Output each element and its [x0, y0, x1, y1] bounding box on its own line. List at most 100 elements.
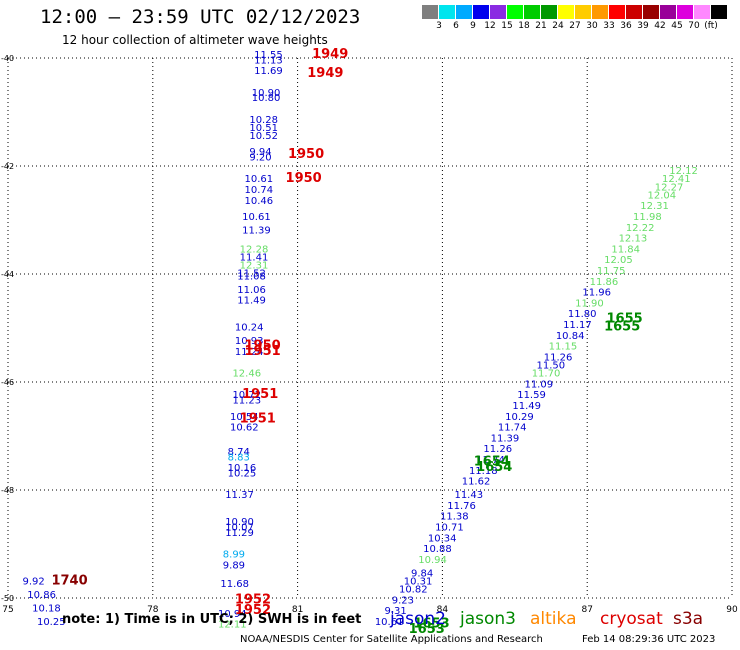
satellite-legend-item: jason3: [460, 609, 516, 629]
pass-time-label: 1951: [240, 412, 276, 427]
color-scale-swatch: [507, 5, 523, 19]
wave-height-point: 11.75: [597, 266, 626, 277]
color-scale-swatch: [643, 5, 659, 19]
satellite-legend-item: jason2: [390, 609, 446, 629]
data-marks: 11.5511.1311.6910.9010.8010.2810.5110.52…: [22, 47, 697, 637]
wave-height-point: 12.04: [648, 190, 677, 201]
color-scale-swatch: [575, 5, 591, 19]
color-scale-label: 39: [637, 21, 649, 31]
color-scale-label: 33: [603, 21, 615, 31]
pass-time-label: 1951: [242, 387, 278, 402]
wave-height-point: 10.25: [228, 469, 257, 480]
wave-height-point: 11.43: [454, 490, 483, 501]
wave-height-point: 10.93: [235, 336, 264, 347]
color-scale-label: 15: [501, 21, 513, 31]
wave-height-point: 11.06: [237, 285, 266, 296]
wave-height-point: 12.28: [240, 244, 269, 255]
color-scale-swatch: [490, 5, 506, 19]
y-tick-label: -42: [1, 162, 14, 171]
wave-height-point: 10.88: [423, 544, 452, 555]
wave-height-point: 11.52: [237, 269, 266, 280]
color-scale-swatch: [660, 5, 676, 19]
color-scale-swatch: [694, 5, 710, 19]
pass-time-label: 1655: [607, 312, 643, 327]
color-scale-swatch: [524, 5, 540, 19]
wave-height-point: 11.17: [563, 320, 592, 331]
y-tick-label: -40: [1, 54, 14, 63]
color-scale-label: 6: [453, 21, 459, 31]
satellite-legend-item: altika: [530, 609, 577, 629]
color-scale-swatch: [473, 5, 489, 19]
wave-height-point: 10.80: [252, 93, 281, 104]
wave-height-point: 12.12: [669, 166, 698, 177]
wave-height-point: 10.62: [230, 423, 259, 434]
wave-height-point: 11.09: [524, 379, 553, 390]
pass-time-label: 1951: [245, 344, 281, 359]
x-tick-label: 90: [726, 605, 738, 615]
wave-height-point: 9.92: [22, 577, 44, 588]
pass-time-label: 1950: [245, 339, 281, 354]
wave-height-point: 11.23: [232, 396, 261, 407]
x-tick-label: 78: [147, 605, 159, 615]
wave-height-point: 11.98: [633, 212, 662, 223]
color-scale-swatch: [558, 5, 574, 19]
wave-height-point: 9.89: [223, 560, 245, 571]
wave-height-point: 10.74: [245, 185, 274, 196]
color-scale-label: 3: [436, 21, 442, 31]
color-scale-swatch: [677, 5, 693, 19]
wave-height-point: 10.29: [505, 412, 534, 423]
satellite-legend-item: s3a: [673, 609, 704, 629]
wave-height-point: 10.61: [375, 617, 404, 628]
wave-height-point: 11.38: [440, 512, 469, 523]
wave-height-point: 10.90: [252, 88, 281, 99]
y-tick-label: -48: [1, 486, 14, 495]
wave-height-point: 11.96: [582, 288, 611, 299]
pass-time-label: 1952: [235, 603, 271, 618]
wave-height-point: 11.26: [483, 444, 512, 455]
grid-lines: [7, 57, 733, 599]
wave-height-point: 10.28: [249, 115, 278, 126]
x-tick-label: 81: [292, 605, 303, 615]
wave-height-point: 11.55: [254, 50, 283, 61]
color-scale-label: 21: [535, 21, 547, 31]
pass-time-label: 1653: [413, 617, 449, 632]
pass-time-label: 1654: [476, 460, 512, 475]
color-scale-swatch: [456, 5, 472, 19]
pass-time-label: 1740: [51, 574, 87, 589]
color-scale-label: 36: [620, 21, 632, 31]
wave-height-point: 10.86: [27, 590, 56, 601]
wave-height-point: 9.31: [384, 606, 406, 617]
wave-height-point: 10.18: [32, 604, 61, 615]
wave-height-point: 11.59: [517, 390, 546, 401]
wave-height-point: 11.74: [476, 455, 505, 466]
wave-height-point: 10.90: [225, 517, 254, 528]
pass-time-label: 1952: [235, 592, 271, 607]
wave-height-point: 10.25: [37, 617, 66, 628]
color-scale-label: 30: [586, 21, 598, 31]
color-scale-label: 42: [654, 21, 666, 31]
wave-height-point: 10.34: [428, 533, 457, 544]
wave-height-point: 10.54: [230, 412, 259, 423]
wave-height-point: 10.46: [245, 196, 274, 207]
wave-height-point: 10.31: [404, 577, 433, 588]
wave-height-point: 12.46: [232, 369, 261, 380]
wave-height-point: 11.13: [254, 55, 283, 66]
wave-height-point: 11.39: [242, 226, 271, 237]
color-scale-label: 18: [518, 21, 530, 31]
wave-height-point: 11.37: [225, 490, 254, 501]
x-tick-label: 87: [581, 605, 592, 615]
chart-title: 12:00 – 23:59 UTC 02/12/2023: [40, 6, 361, 28]
wave-height-point: 12.31: [640, 201, 669, 212]
footer-note: note: 1) Time is in UTC; 2) SWH is in fe…: [62, 612, 362, 627]
color-scale-label: 9: [470, 21, 476, 31]
wave-height-point: 12.05: [604, 255, 633, 266]
wave-height-point: 10.72: [232, 390, 261, 401]
wave-height-point: 9.20: [249, 153, 271, 164]
wave-height-point: 10.51: [249, 123, 278, 134]
footer-timestamp: Feb 14 08:29:36 UTC 2023: [582, 634, 716, 645]
wave-height-point: 11.74: [498, 423, 527, 434]
color-scale-swatch: [609, 5, 625, 19]
wave-height-point: 8.99: [223, 550, 245, 561]
y-tick-label: -50: [1, 594, 14, 603]
color-scale-swatch: [592, 5, 608, 19]
